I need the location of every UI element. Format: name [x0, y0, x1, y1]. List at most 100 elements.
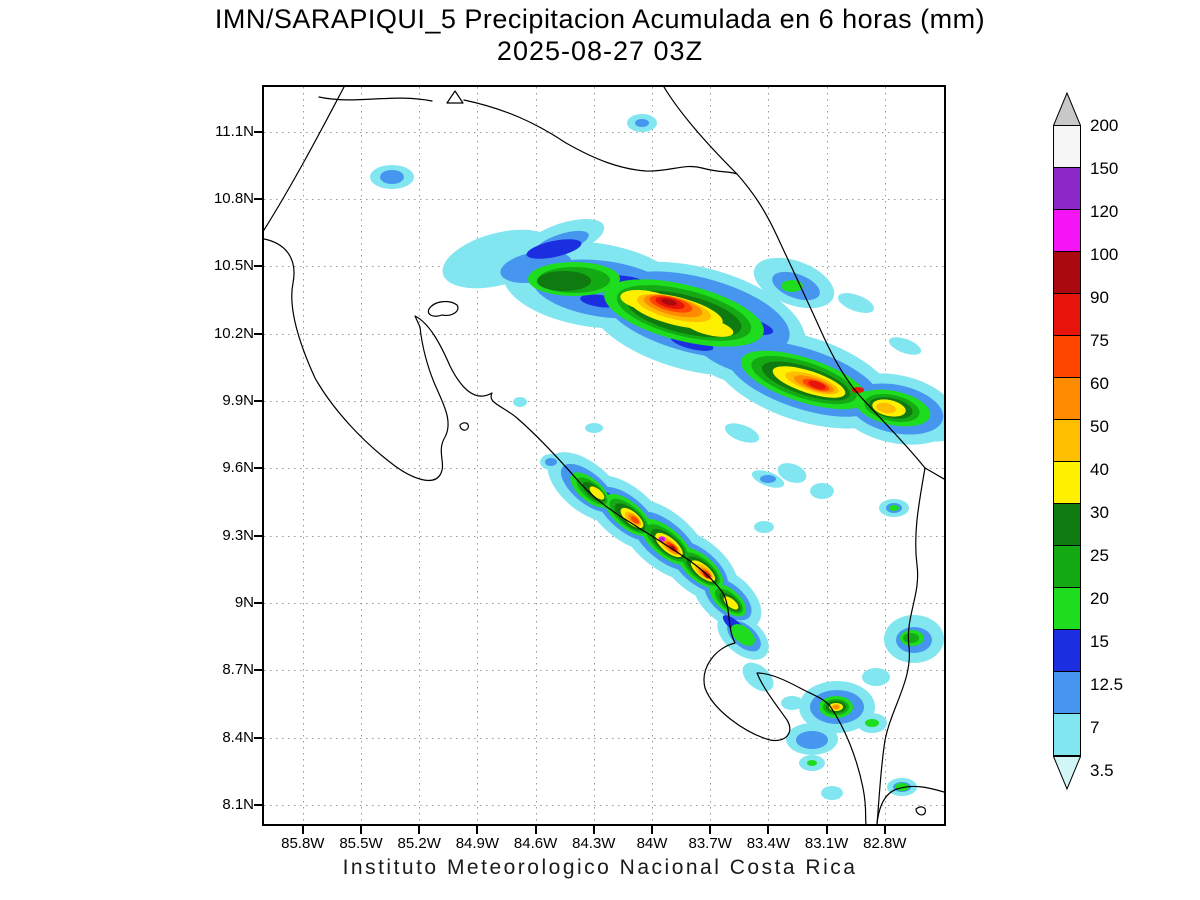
gulf-island	[459, 422, 469, 431]
precip-cell-7mm	[513, 397, 527, 407]
colorbar-label: 100	[1090, 245, 1119, 264]
colorbar-segment	[1053, 545, 1081, 588]
precip-cell-20mm	[865, 719, 879, 727]
lon-tick-label: 85.2W	[397, 835, 441, 852]
colorbar-label: 7	[1090, 718, 1100, 737]
colorbar-label: 40	[1090, 460, 1109, 479]
colorbar-segment	[1053, 461, 1081, 504]
v-gridline	[710, 87, 712, 824]
lat-tick-label: 8.7N	[222, 661, 254, 679]
precip-cell-7mm	[585, 423, 603, 433]
panama-border	[876, 467, 926, 824]
precip-cell-100mm	[704, 573, 710, 579]
colorbar-label: 30	[1090, 503, 1109, 522]
precip-cell-150mm	[660, 537, 664, 541]
lon-tick-label: 84W	[636, 835, 668, 852]
lon-tick-label: 84.3W	[572, 835, 616, 852]
precip-cell-7mm	[821, 786, 843, 800]
lake-arenal	[427, 300, 459, 317]
lat-tick-mark	[254, 736, 262, 739]
precip-cell-7mm	[754, 521, 774, 533]
map-plot-area: 11.1N 10.8N 10.5N 10.2N 9.9N 9.6N 9.3N 9N 8.7N 8.…	[214, 85, 946, 852]
colorbar-segment	[1053, 335, 1081, 378]
precip-cell-60mm	[833, 705, 839, 709]
lon-tick-label: 83.1W	[804, 835, 849, 852]
lon-tick-mark	[360, 826, 362, 834]
lon-tick-label: 83.7W	[688, 835, 732, 852]
precip-cell-15mm	[526, 239, 582, 259]
lon-tick-mark	[767, 826, 770, 834]
colorbar-label: 120	[1090, 202, 1119, 221]
h-gridline	[264, 804, 944, 806]
colorbar-top-arrow-icon	[1053, 92, 1081, 126]
lat-tick-mark	[254, 400, 262, 402]
v-gridline	[826, 87, 828, 824]
precip-cell-12.5mm	[380, 170, 404, 184]
colorbar-segment	[1053, 629, 1081, 672]
lon-tick-mark	[592, 826, 595, 834]
colorbar-label: 200	[1090, 116, 1119, 135]
lon-tick-label: 83.4W	[746, 835, 791, 852]
colorbar-label: 60	[1090, 374, 1109, 393]
nicaragua-border	[463, 99, 738, 175]
lake-islet	[446, 90, 464, 104]
lon-tick-label: 84.9W	[455, 835, 500, 852]
h-gridline	[264, 199, 944, 201]
v-gridline	[419, 87, 421, 824]
lon-tick-label: 85.5W	[339, 835, 383, 852]
precip-cell-50mm	[876, 402, 896, 414]
colorbar-label: 150	[1090, 159, 1119, 178]
v-gridline	[477, 87, 479, 824]
lat-tick-mark	[254, 534, 262, 537]
precip-cell-75mm	[630, 516, 640, 524]
v-gridline	[593, 87, 595, 824]
precip-cell-40mm	[723, 596, 739, 610]
h-gridline	[264, 602, 944, 604]
colorbar-label: 90	[1090, 288, 1109, 307]
precip-cell-7mm	[724, 423, 760, 443]
precip-cell-7mm	[888, 337, 922, 355]
precip-cell-40mm	[589, 486, 605, 500]
h-gridline	[264, 535, 944, 537]
lat-tick-label: 8.4N	[222, 728, 254, 746]
colorbar-segment	[1053, 713, 1081, 756]
footer-caption: Instituto Meteorologico Nacional Costa R…	[342, 856, 858, 879]
precip-cell-20mm	[731, 624, 755, 646]
precip-cell-30mm	[537, 271, 591, 291]
lon-tick-mark	[883, 826, 886, 834]
colorbar-segment	[1053, 587, 1081, 630]
lat-tick-label: 9N	[234, 593, 254, 611]
precip-cell-7mm	[781, 696, 803, 710]
lat-tick-label: 9.3N	[222, 526, 254, 544]
h-gridline	[264, 131, 944, 133]
colorbar-segment	[1053, 251, 1081, 294]
lat-tick-label: 9.9N	[222, 392, 254, 409]
colorbar-segment	[1053, 209, 1081, 252]
lat-tick-label: 9.6N	[222, 459, 254, 477]
colorbar	[1053, 92, 1081, 790]
colorbar-segment	[1053, 125, 1081, 168]
h-gridline	[264, 333, 944, 335]
precip-cell-100mm	[661, 298, 677, 306]
lake-nicaragua-shore	[318, 96, 433, 102]
precip-cell-12.5mm	[760, 475, 776, 483]
lon-tick-mark	[534, 826, 537, 834]
h-gridline	[264, 401, 944, 402]
v-gridline	[652, 87, 653, 824]
colorbar-segment	[1053, 419, 1081, 462]
h-gridline	[264, 737, 944, 739]
chiriqui-island	[915, 806, 926, 816]
colorbar-segment	[1053, 293, 1081, 336]
precip-cell-12.5mm	[635, 119, 649, 127]
precip-cell-90mm	[808, 380, 826, 390]
lat-tick-mark	[254, 265, 262, 268]
lon-tick-mark	[709, 826, 712, 834]
lat-tick-mark	[254, 669, 262, 672]
precip-cell-25mm	[903, 633, 919, 643]
v-gridline	[535, 87, 537, 824]
figure-title: IMN/SARAPIQUI_5 Precipitacion Acumulada …	[214, 4, 986, 34]
lat-tick-mark	[254, 467, 262, 470]
lat-tick-label: 10.8N	[213, 190, 254, 208]
colorbar-segment	[1053, 377, 1081, 420]
caribbean-coast	[663, 87, 944, 480]
